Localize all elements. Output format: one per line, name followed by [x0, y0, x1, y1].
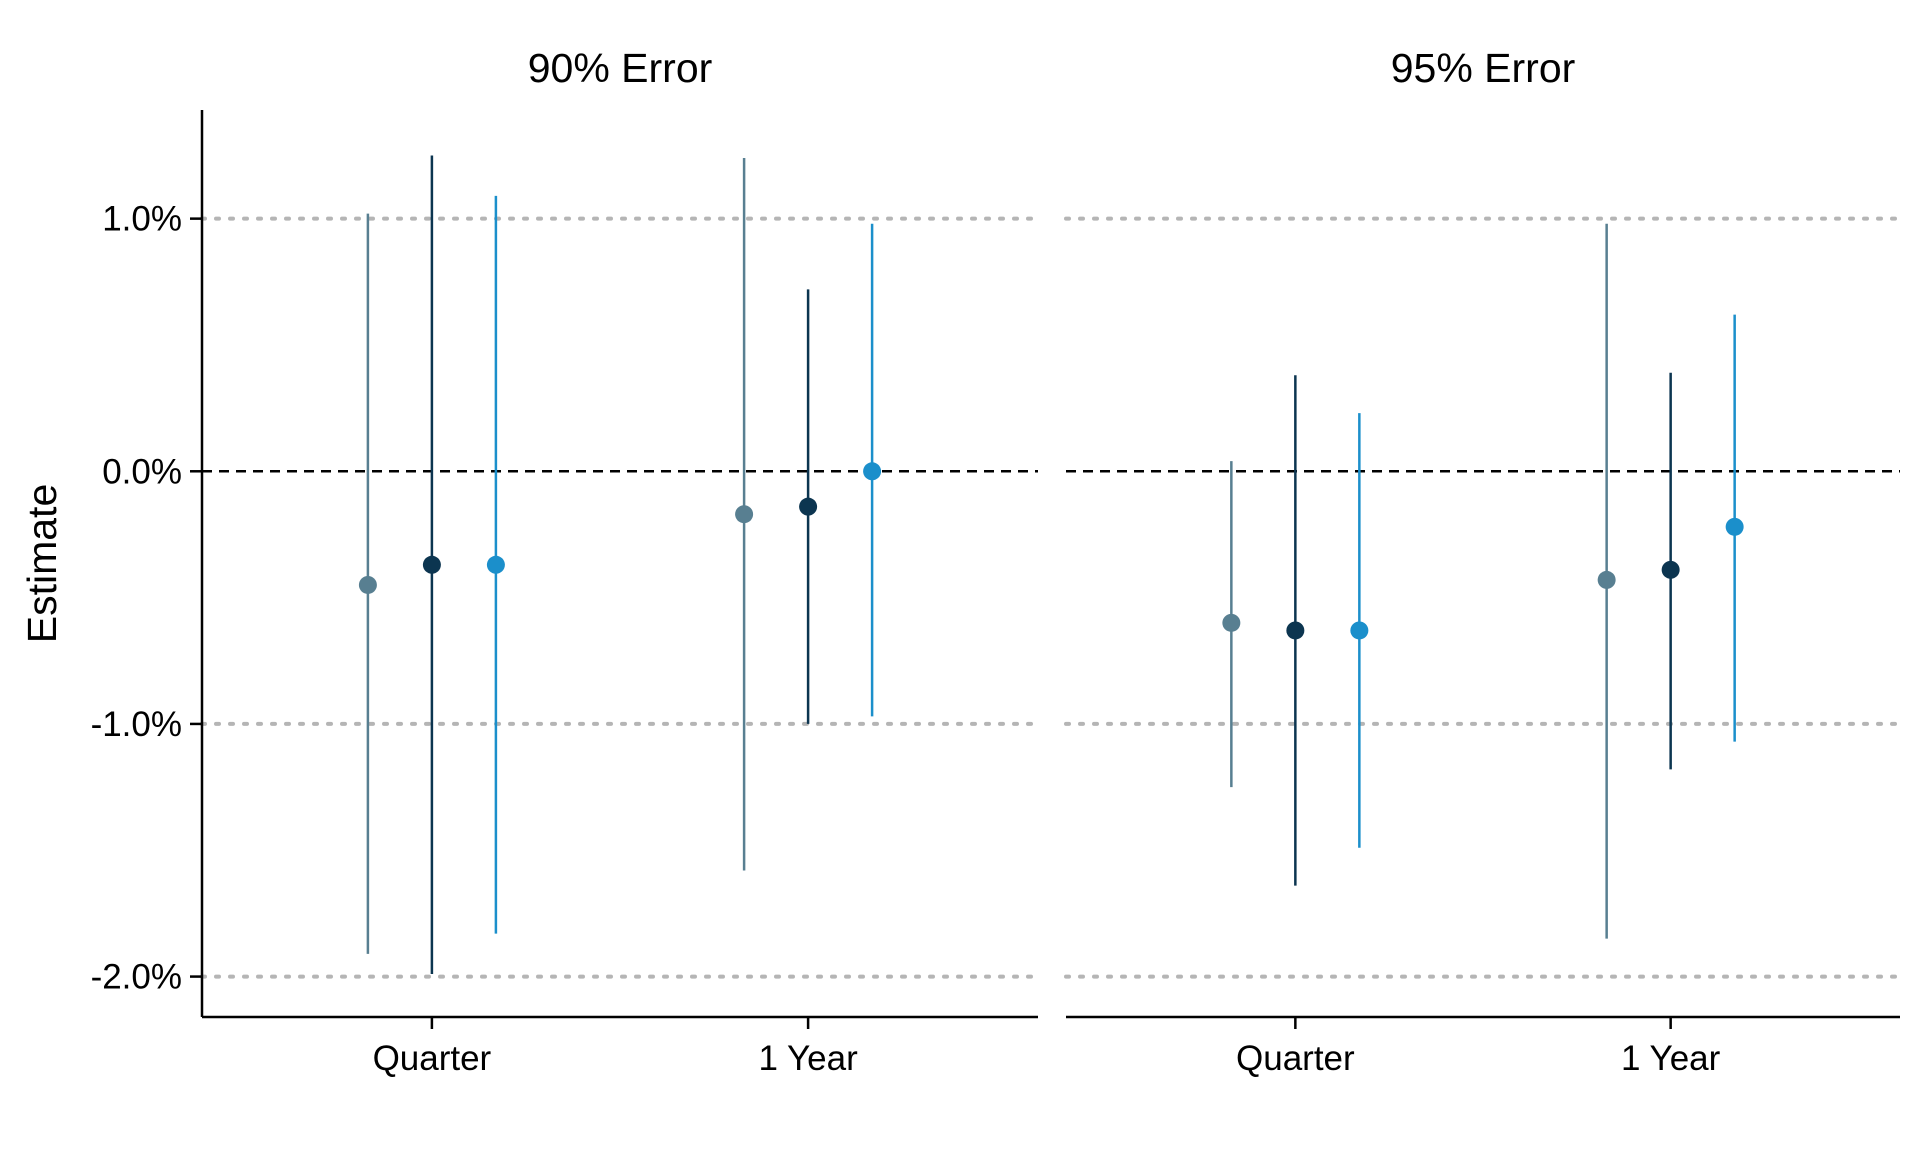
estimate-point — [735, 505, 754, 524]
estimate-point — [799, 497, 818, 516]
estimate-point — [486, 555, 505, 574]
estimate-point — [1661, 560, 1680, 579]
estimate-point — [1350, 621, 1369, 640]
x-tick-label: 1 Year — [758, 1039, 858, 1078]
x-tick-label: Quarter — [373, 1039, 492, 1078]
y-tick-labels: 1.0% 0.0% -1.0% -2.0% — [91, 200, 182, 997]
estimate-point — [1286, 621, 1305, 640]
x-tick-label: Quarter — [1236, 1039, 1355, 1078]
estimate-point — [1597, 570, 1616, 589]
x-tick-label: 1 Year — [1621, 1039, 1721, 1078]
estimate-point — [863, 462, 882, 481]
estimate-point — [1725, 517, 1744, 536]
y-tick-label: 0.0% — [102, 452, 182, 491]
y-tick-label: 1.0% — [102, 200, 182, 239]
y-axis-title: Estimate — [19, 484, 65, 644]
estimate-point — [422, 555, 441, 574]
y-tick-label: -2.0% — [91, 958, 182, 997]
estimate-point — [358, 575, 377, 594]
y-tick-label: -1.0% — [91, 705, 182, 744]
plot-layer — [190, 110, 1902, 1029]
panel-title: 95% Error — [1391, 45, 1576, 91]
panel-title: 90% Error — [528, 45, 713, 91]
estimate-point — [1222, 613, 1241, 632]
